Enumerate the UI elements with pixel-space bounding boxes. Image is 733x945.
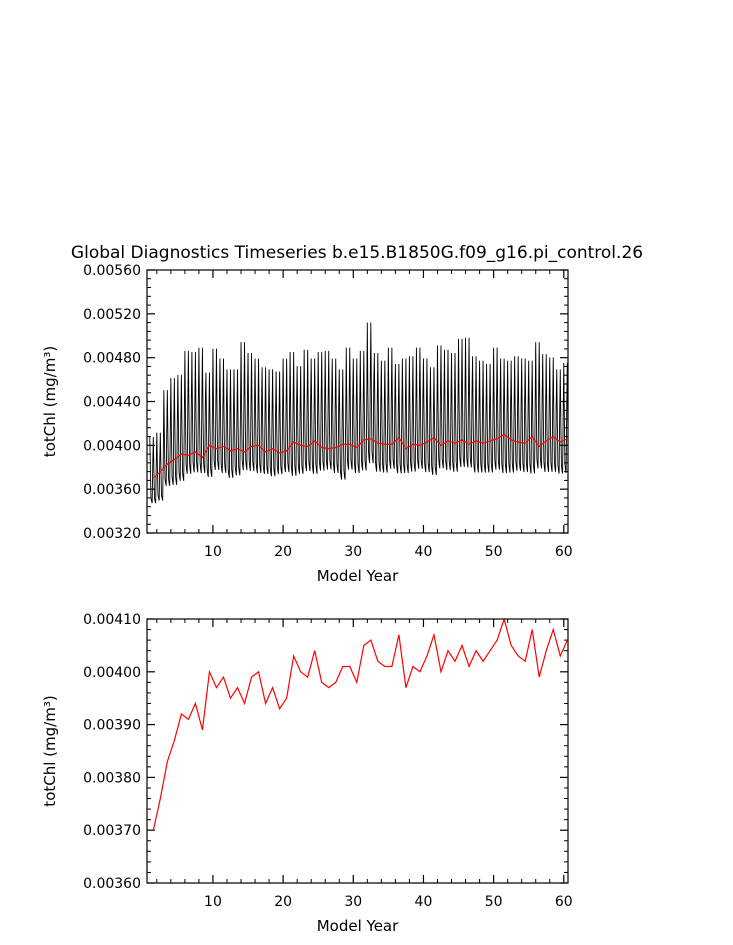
top-timeseries-plot: 10 20 30 40 50 60 0.00320 0.00360 0.00400 0.00440… <box>41 263 573 585</box>
y-tick-label: 0.00320 <box>83 526 141 542</box>
x-tick-label: 30 <box>344 894 362 910</box>
y-axis-label: totChl (mg/m³) <box>41 695 59 806</box>
y-tick-label: 0.00480 <box>83 351 141 367</box>
x-tick-label: 60 <box>555 894 573 910</box>
x-axis-label: Model Year <box>317 567 399 585</box>
x-tick-label: 40 <box>415 894 433 910</box>
y-tick-label: 0.00360 <box>83 876 141 892</box>
x-tick-label: 10 <box>204 894 222 910</box>
y-tick-label: 0.00440 <box>83 395 141 411</box>
chart-title: Global Diagnostics Timeseries b.e15.B185… <box>71 243 643 263</box>
annual-mean-series-line <box>152 433 568 479</box>
x-tick-label: 20 <box>274 544 292 560</box>
bottom-annual-mean-plot: 10 20 30 40 50 60 0.00360 0.00370 0.00380 0.00390… <box>41 612 573 935</box>
y-tick-label: 0.00400 <box>83 665 141 681</box>
plot-frame <box>146 618 569 884</box>
y-axis-label: totChl (mg/m³) <box>41 346 59 457</box>
y-tick-label: 0.00520 <box>83 307 141 323</box>
x-tick-label: 60 <box>555 544 573 560</box>
x-tick-label: 50 <box>485 894 503 910</box>
x-tick-label: 50 <box>485 544 503 560</box>
y-tick-label: 0.00370 <box>83 823 141 839</box>
annual-mean-series-line <box>152 619 568 831</box>
x-tick-label: 20 <box>274 894 292 910</box>
y-tick-label: 0.00400 <box>83 438 141 454</box>
y-tick-label: 0.00390 <box>83 718 141 734</box>
y-tick-label: 0.00410 <box>83 612 141 628</box>
y-tick-label: 0.00560 <box>83 263 141 279</box>
plot-frame <box>146 269 569 534</box>
x-axis-label: Model Year <box>317 917 399 935</box>
x-tick-label: 30 <box>344 544 362 560</box>
y-tick-label: 0.00360 <box>83 482 141 498</box>
y-tick-label: 0.00380 <box>83 770 141 786</box>
x-tick-label: 10 <box>204 544 222 560</box>
x-tick-label: 40 <box>415 544 433 560</box>
monthly-series-line <box>149 322 568 504</box>
